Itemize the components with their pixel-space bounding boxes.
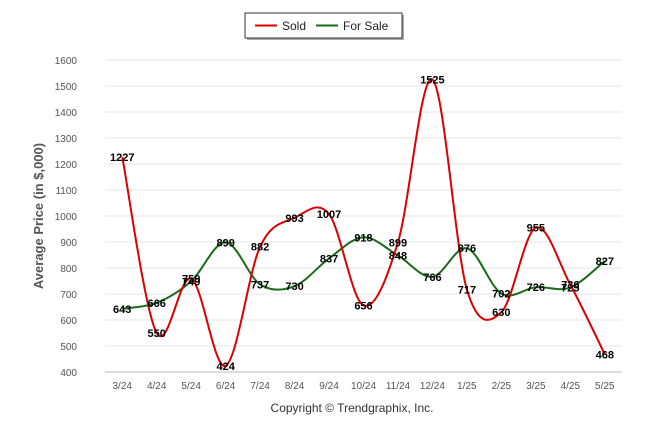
data-label-for-sale: 876 <box>458 243 476 255</box>
x-tick-label: 8/24 <box>285 381 305 392</box>
x-tick-label: 4/25 <box>561 381 581 392</box>
data-label-for-sale: 737 <box>251 279 269 291</box>
y-tick-label: 600 <box>60 316 77 327</box>
data-label-sold: 424 <box>216 361 235 373</box>
data-label-sold: 759 <box>182 274 200 286</box>
legend-label-for-sale[interactable]: For Sale <box>343 19 389 33</box>
data-label-for-sale: 702 <box>492 288 510 300</box>
data-label-for-sale: 726 <box>527 282 545 294</box>
data-label-sold: 630 <box>492 307 510 319</box>
y-tick-label: 1500 <box>55 82 78 93</box>
x-tick-label: 3/25 <box>526 381 546 392</box>
legend-label-sold[interactable]: Sold <box>282 19 306 33</box>
y-tick-label: 1100 <box>55 186 77 197</box>
y-tick-label: 1300 <box>55 134 78 145</box>
data-label-sold: 955 <box>527 223 545 235</box>
gridlines <box>105 59 622 347</box>
x-axis: 3/24 4/24 5/24 6/24 7/24 8/24 9/24 10/24 11/24 12… <box>112 381 614 392</box>
y-tick-label: 500 <box>60 342 77 353</box>
data-label-for-sale: 666 <box>148 298 166 310</box>
data-label-for-sale: 837 <box>320 253 338 265</box>
x-tick-label: 5/24 <box>181 381 201 392</box>
x-tick-label: 5/25 <box>595 381 615 392</box>
data-label-for-sale: 899 <box>216 237 234 249</box>
copyright-text: Copyright © Trendgraphix, Inc. <box>271 401 434 415</box>
data-label-sold: 717 <box>458 285 476 297</box>
data-label-sold: 899 <box>389 237 407 249</box>
legend[interactable]: Sold For Sale <box>244 12 404 40</box>
x-tick-label: 9/24 <box>319 381 339 392</box>
data-label-for-sale: 643 <box>113 304 131 316</box>
x-tick-label: 7/24 <box>250 381 270 392</box>
x-tick-label: 2/25 <box>492 381 512 392</box>
data-label-for-sale: 827 <box>596 256 614 268</box>
y-tick-label: 400 <box>60 368 77 379</box>
data-label-for-sale: 766 <box>423 272 441 284</box>
y-axis: 400 500 600 700 800 900 1000 1100 1200 1300 1400 15… <box>55 56 78 379</box>
y-tick-label: 700 <box>60 290 77 301</box>
data-label-sold: 882 <box>251 242 269 254</box>
data-label-for-sale: 749 <box>182 276 200 288</box>
y-tick-label: 1600 <box>55 56 78 67</box>
data-label-sold: 1227 <box>110 152 134 164</box>
x-tick-label: 3/24 <box>112 381 132 392</box>
data-label-sold: 993 <box>285 213 303 225</box>
x-tick-label: 12/24 <box>420 381 445 392</box>
y-axis-title: Average Price (in $,000) <box>31 143 46 289</box>
series-line-sold <box>121 78 606 367</box>
data-label-for-sale: 730 <box>285 281 303 293</box>
data-label-sold: 1525 <box>420 75 444 87</box>
data-label-for-sale: 848 <box>389 251 407 263</box>
y-tick-label: 1000 <box>55 212 78 223</box>
series-line-for-sale <box>122 236 606 310</box>
data-label-sold: 656 <box>354 300 372 312</box>
x-tick-label: 4/24 <box>147 381 167 392</box>
data-labels: 643 666 749 899 737 730 837 918 848 766 876 702 726 7… <box>110 75 614 373</box>
data-label-for-sale: 725 <box>561 283 579 295</box>
x-tick-label: 1/25 <box>457 381 477 392</box>
series-lines <box>121 78 606 367</box>
x-tick-label: 11/24 <box>386 381 411 392</box>
data-label-sold: 736 <box>561 280 579 292</box>
y-tick-label: 900 <box>60 238 77 249</box>
data-label-sold: 468 <box>596 349 614 361</box>
data-label-sold: 1007 <box>317 209 341 221</box>
data-label-for-sale: 918 <box>354 232 372 244</box>
data-label-sold: 550 <box>148 328 166 340</box>
x-tick-label: 10/24 <box>351 381 376 392</box>
x-tick-label: 6/24 <box>216 381 236 392</box>
y-tick-label: 800 <box>60 264 77 275</box>
y-tick-label: 1400 <box>55 108 78 119</box>
y-tick-label: 1200 <box>55 160 78 171</box>
